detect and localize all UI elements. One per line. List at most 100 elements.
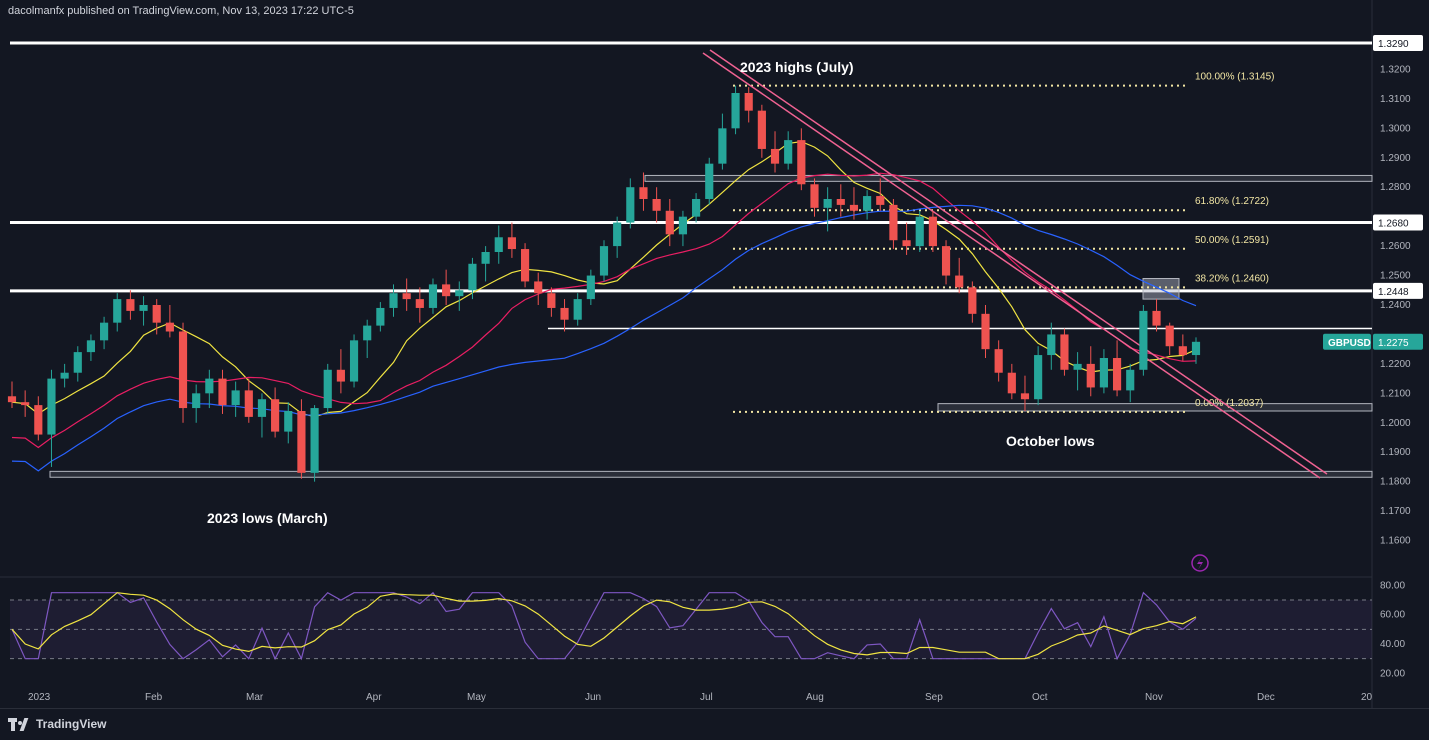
candle-body-70 — [928, 216, 937, 247]
candle-body-81 — [1073, 363, 1082, 370]
footer: TradingView — [0, 708, 1429, 740]
candle-body-54 — [718, 128, 727, 164]
rsi-tick-1: 60.00 — [1380, 610, 1405, 621]
candle-body-90 — [1191, 341, 1201, 356]
price-tick-5: 1.2600 — [1380, 241, 1411, 252]
trendline-channel — [702, 49, 1328, 479]
candle-body-51 — [678, 216, 688, 235]
candle-body-78 — [1034, 355, 1043, 400]
candle-body-8 — [113, 299, 122, 323]
candle-body-32 — [428, 284, 438, 308]
fibonacci-levels: 100.00% (1.3145) 61.80% (1.2722) 50.00% (1… — [733, 72, 1275, 413]
chart[interactable]: 100.00% (1.3145) 61.80% (1.2722) 50.00% (1… — [0, 0, 1429, 708]
price-tick-2: 1.3000 — [1380, 123, 1411, 134]
last-price-tag-bg — [1373, 333, 1423, 350]
candle-body-87 — [1152, 310, 1161, 326]
rsi-tick-2: 40.00 — [1380, 639, 1405, 650]
rsi-tick-0: 80.00 — [1380, 580, 1405, 591]
price-tick-10: 1.2000 — [1380, 418, 1411, 429]
symbol-tag: GBPUSD — [1328, 338, 1371, 349]
price-tag-1.2680: 1.2680 — [1378, 219, 1409, 230]
candle-body-30 — [402, 293, 411, 300]
annotations: 2023 highs (July) 2023 lows (March) Octo… — [207, 59, 1095, 526]
candle-body-84 — [1112, 358, 1122, 391]
candle-body-55 — [731, 93, 740, 129]
price-tick-3: 1.2900 — [1380, 153, 1411, 164]
trendline-lower — [709, 49, 1328, 475]
candle-body-31 — [415, 299, 424, 308]
candle-body-45 — [599, 246, 609, 276]
candle-body-9 — [126, 299, 135, 311]
candle-body-23 — [310, 408, 319, 473]
annotation-october-lows: October lows — [1006, 433, 1095, 449]
candle-body-37 — [494, 237, 503, 252]
candle-body-68 — [902, 240, 911, 247]
candle-body-75 — [994, 349, 1003, 373]
candle-body-66 — [876, 196, 885, 205]
time-tick-8: Sep — [925, 692, 943, 703]
price-tick-12: 1.1800 — [1380, 477, 1411, 488]
candle-body-76 — [1007, 372, 1016, 394]
candle-body-3 — [47, 378, 56, 435]
price-tick-9: 1.2100 — [1380, 388, 1411, 399]
candle-body-22 — [297, 411, 306, 473]
time-tick-1: Feb — [145, 692, 163, 703]
fib-label-0: 100.00% (1.3145) — [1195, 72, 1275, 83]
candle-body-14 — [192, 393, 201, 409]
sma-50-line — [11, 140, 1197, 418]
time-tick-3: Apr — [366, 692, 382, 703]
candle-body-42 — [560, 307, 569, 320]
grid — [0, 0, 1373, 708]
price-tag-1.3290: 1.3290 — [1378, 39, 1409, 50]
candle-body-74 — [981, 313, 990, 350]
candle-body-50 — [665, 210, 674, 235]
price-tick-11: 1.1900 — [1380, 447, 1411, 458]
candle-body-26 — [349, 340, 359, 382]
fib-label-3: 38.20% (1.2460) — [1195, 273, 1269, 284]
price-tag-1.3290-bg — [1373, 34, 1423, 51]
candle-body-13 — [178, 331, 188, 409]
candle-body-27 — [363, 325, 372, 341]
candle-body-5 — [73, 352, 82, 373]
fib-label-4: 0.00% (1.2037) — [1195, 398, 1263, 409]
candle-body-20 — [271, 399, 280, 432]
price-tag-1.2448-bg — [1373, 282, 1423, 299]
tradingview-logo-text: TradingView — [36, 717, 107, 731]
candle-body-60 — [797, 140, 806, 185]
candle-body-41 — [547, 293, 556, 308]
candle-body-71 — [941, 246, 951, 276]
candle-body-1 — [21, 402, 30, 406]
time-tick-7: Aug — [806, 692, 824, 703]
candle-body-4 — [60, 372, 69, 379]
candle-body-72 — [955, 275, 964, 288]
time-tick-5: Jun — [585, 692, 601, 703]
support-zone-october — [937, 403, 1373, 412]
time-tick-6: Jul — [700, 692, 713, 703]
candle-body-36 — [481, 252, 490, 264]
candle-body-49 — [652, 199, 661, 211]
time-tick-0: 2023 — [28, 692, 51, 703]
candle-body-57 — [757, 110, 766, 149]
tradingview-logo[interactable]: TradingView — [8, 717, 106, 731]
candle-body-67 — [889, 204, 898, 241]
time-axis: 2023 Feb Mar Apr May Jun Jul Aug Sep Oct Nov Dec 20 — [28, 692, 1373, 703]
candle-body-80 — [1060, 334, 1069, 370]
candle-body-17 — [231, 390, 240, 406]
candle-body-12 — [165, 322, 174, 332]
publisher-header: dacolmanfx published on TradingView.com,… — [8, 5, 354, 17]
candle-body-44 — [586, 275, 595, 300]
candle-body-38 — [507, 237, 516, 250]
candle-body-33 — [442, 284, 451, 297]
candle-body-56 — [744, 93, 753, 111]
candle-body-77 — [1020, 393, 1030, 400]
rsi-tick-3: 20.00 — [1380, 668, 1405, 679]
candle-body-34 — [455, 290, 464, 297]
flash-icon[interactable] — [1191, 554, 1209, 572]
candle-body-18 — [244, 390, 253, 417]
candle-body-35 — [468, 263, 477, 291]
tradingview-logo-icon — [8, 717, 30, 731]
candle-body-21 — [284, 411, 293, 432]
candle-body-89 — [1178, 346, 1187, 356]
candle-body-59 — [784, 140, 793, 164]
candle-body-43 — [573, 299, 582, 320]
